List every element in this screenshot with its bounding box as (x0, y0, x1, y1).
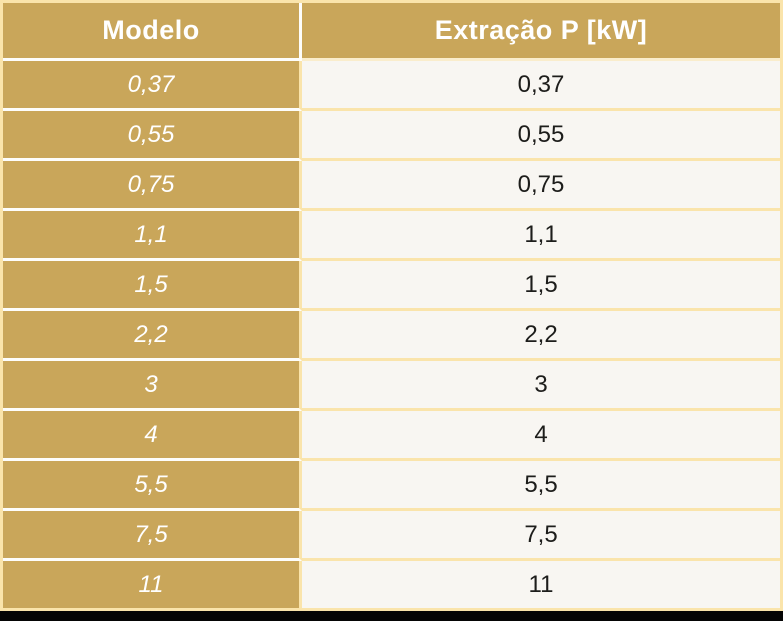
modelo-cell: 0,55 (3, 111, 302, 161)
extracao-cell: 3 (302, 361, 780, 411)
modelo-cell: 3 (3, 361, 302, 411)
col-header-extracao: Extração P [kW] (302, 3, 780, 61)
bottom-bar (0, 611, 783, 621)
modelo-cell: 1,5 (3, 261, 302, 311)
modelo-cell: 0,37 (3, 61, 302, 111)
extracao-cell: 0,37 (302, 61, 780, 111)
modelo-cell: 7,5 (3, 511, 302, 561)
col-header-modelo: Modelo (3, 3, 302, 61)
modelo-cell: 5,5 (3, 461, 302, 511)
modelo-cell: 11 (3, 561, 302, 608)
table-row: 0,37 0,37 (3, 61, 780, 111)
header-row: Modelo Extração P [kW] (3, 3, 780, 61)
table-row: 0,55 0,55 (3, 111, 780, 161)
table-row: 4 4 (3, 411, 780, 461)
table-row: 0,75 0,75 (3, 161, 780, 211)
extracao-cell: 7,5 (302, 511, 780, 561)
table-row: 2,2 2,2 (3, 311, 780, 361)
table-row: 1,5 1,5 (3, 261, 780, 311)
table-header: Modelo Extração P [kW] (3, 3, 780, 61)
modelo-cell: 0,75 (3, 161, 302, 211)
table-body: 0,37 0,37 0,55 0,55 0,75 0,75 1,1 1,1 1,… (3, 61, 780, 608)
extracao-cell: 0,55 (302, 111, 780, 161)
extracao-cell: 4 (302, 411, 780, 461)
extracao-cell: 11 (302, 561, 780, 608)
modelo-cell: 2,2 (3, 311, 302, 361)
modelo-cell: 1,1 (3, 211, 302, 261)
modelo-cell: 4 (3, 411, 302, 461)
table-row: 7,5 7,5 (3, 511, 780, 561)
table-row: 1,1 1,1 (3, 211, 780, 261)
extracao-cell: 1,5 (302, 261, 780, 311)
extracao-cell: 1,1 (302, 211, 780, 261)
extracao-cell: 5,5 (302, 461, 780, 511)
extracao-cell: 0,75 (302, 161, 780, 211)
table-row: 3 3 (3, 361, 780, 411)
table-row: 11 11 (3, 561, 780, 608)
table-row: 5,5 5,5 (3, 461, 780, 511)
extracao-cell: 2,2 (302, 311, 780, 361)
